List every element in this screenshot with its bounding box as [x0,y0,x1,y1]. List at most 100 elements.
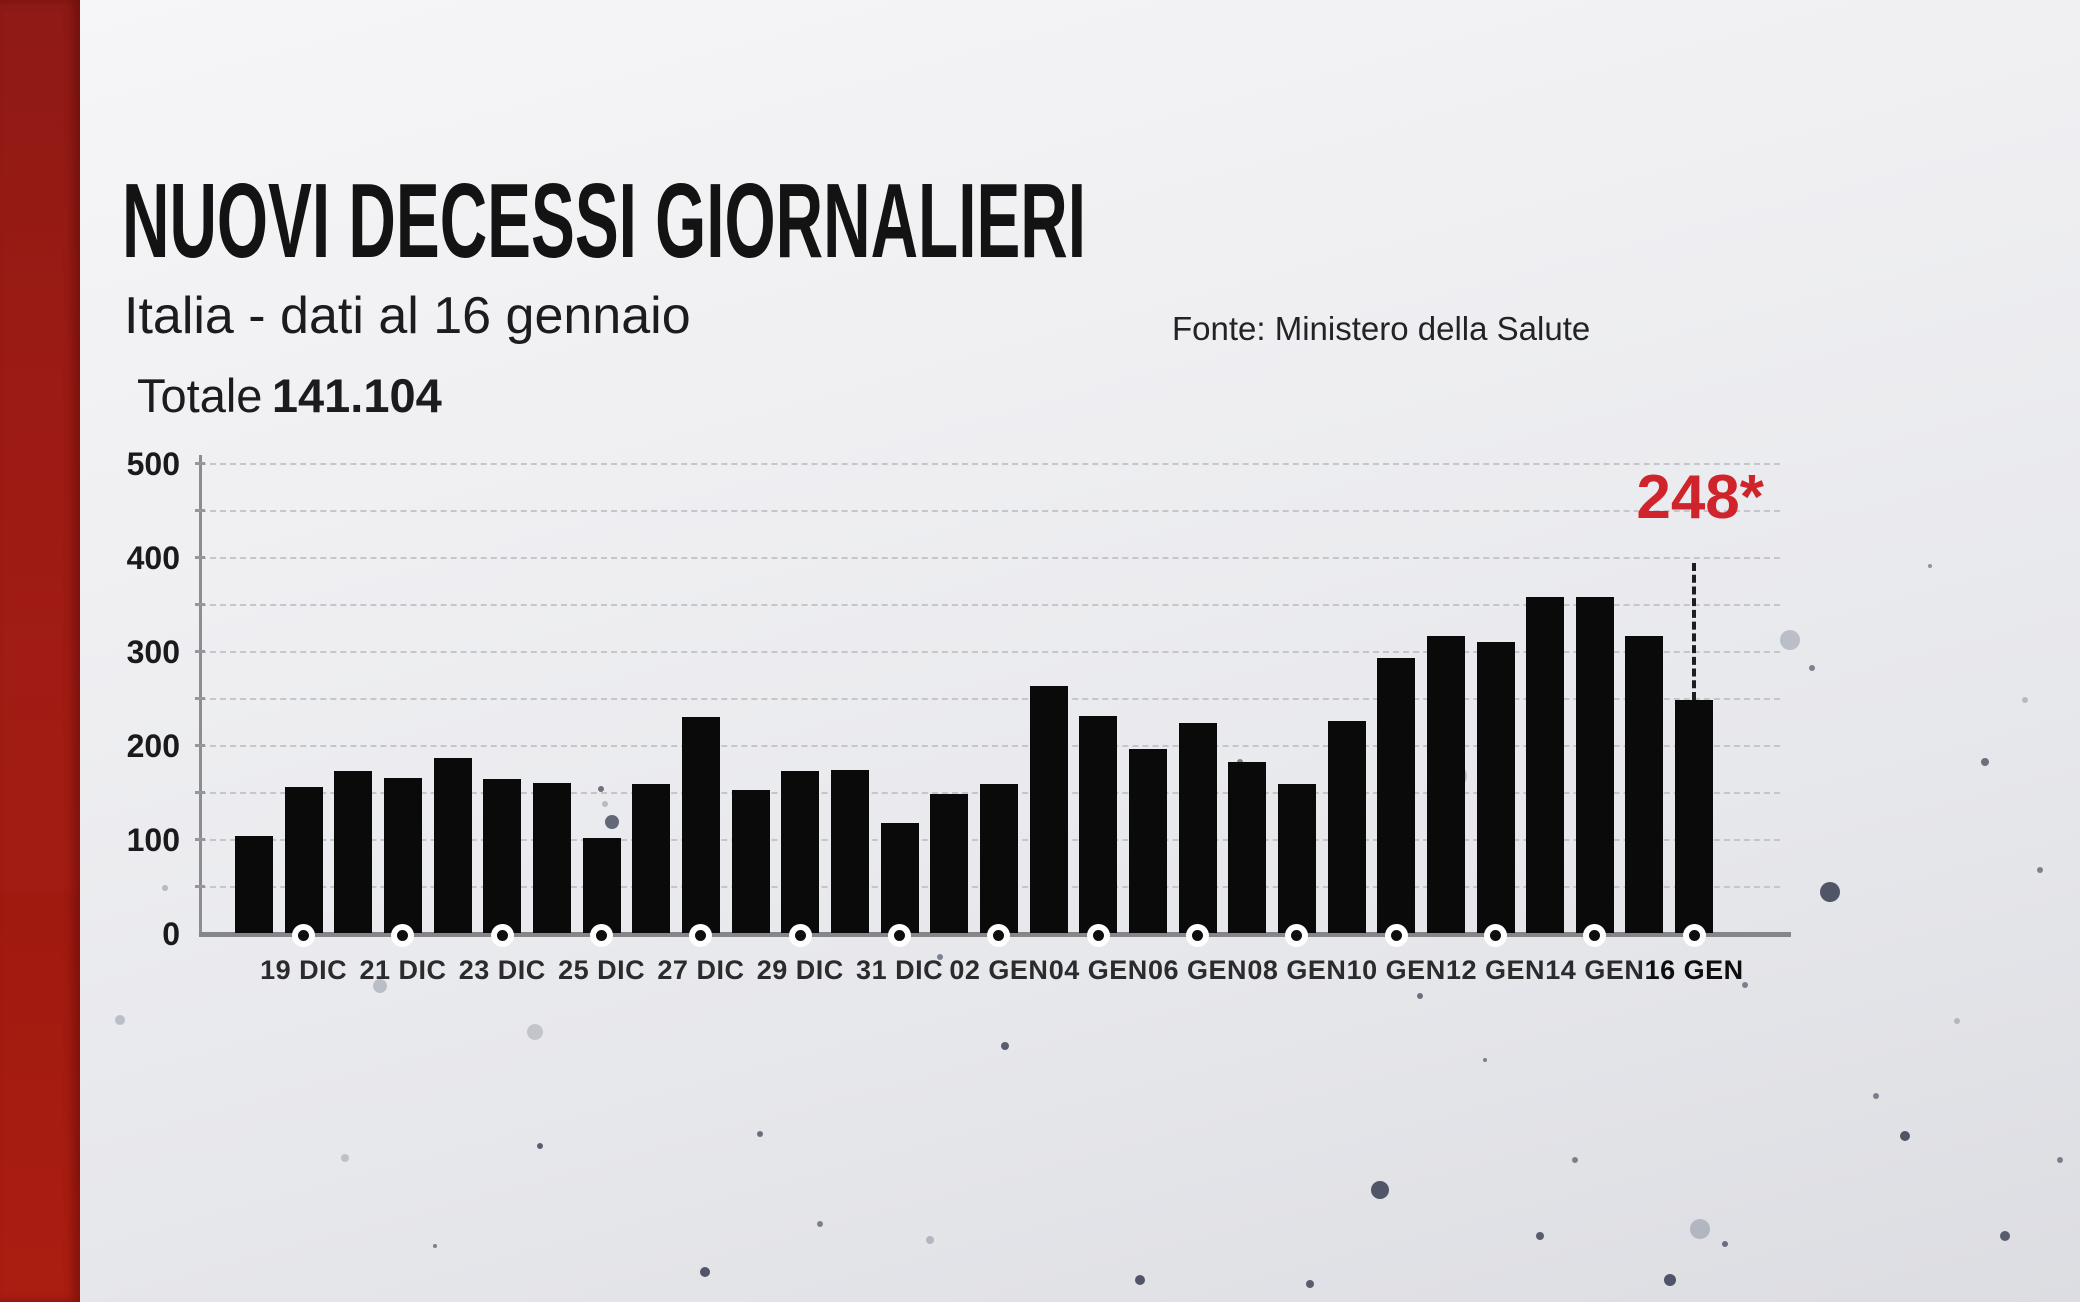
baseline-marker [888,924,912,947]
plot-area: 19 DIC 21 DIC 23 DIC 25 DIC 27 DIC 29 DIC 31 D… [195,455,1791,985]
bar-19-dic [284,787,323,933]
x-axis-label-12-gen: 12 GEN [1445,955,1546,985]
total-label: Totale [137,369,263,422]
x-axis-label-31-dic: 31 DIC [856,955,944,985]
speckle [937,954,943,960]
speckle [162,885,168,891]
x-axis-label-27-dic: 27 DIC [657,955,745,985]
speckle [1371,1181,1389,1199]
bar-25-dic [582,838,621,933]
gridline-500 [200,463,1780,465]
x-axis-label-23-dic: 23 DIC [458,955,546,985]
y-axis-label-400: 400 [126,540,180,576]
speckle [1954,1018,1960,1024]
chart-subtitle: Italia - dati al 16 gennaio [124,287,691,345]
y-tickmark [195,885,205,888]
bar-07-gen [1228,761,1267,933]
bar-28-dic [731,790,770,933]
annotation-connector [1692,563,1697,700]
x-axis-label-10-gen: 10 GEN [1346,955,1446,985]
speckle [1900,1131,1910,1141]
bar-11-gen [1426,635,1465,933]
speckle [598,786,604,792]
y-axis-line [199,455,202,933]
x-axis-label-08-gen: 08 GEN [1247,955,1347,985]
bar-31-dic [880,823,919,933]
baseline-marker [292,924,316,947]
bar-14-gen [1575,597,1614,933]
speckle [1417,993,1423,999]
speckle [1928,564,1932,568]
bar-03-gen [1029,685,1068,933]
bar-16-gen [1675,699,1714,933]
baseline-marker [1682,924,1706,947]
x-axis-label-21-dic: 21 DIC [359,955,447,985]
speckle [341,1154,349,1162]
y-tickmark [195,838,205,841]
bar-15-gen [1625,635,1664,933]
bar-05-gen [1128,748,1167,933]
bar-27-dic [681,716,720,933]
speckle [1483,1058,1487,1062]
x-axis-label-25-dic: 25 DIC [558,955,646,985]
speckle [1809,665,1815,671]
bar-13-gen [1526,597,1565,933]
speckle [817,1221,823,1227]
bar-22-dic [433,758,472,933]
speckle [2037,867,2043,873]
speckle [527,1024,543,1040]
speckle [1306,1280,1314,1288]
x-axis-label-06-gen: 06 GEN [1148,955,1248,985]
bar-23-dic [483,778,522,933]
speckle [2057,1157,2063,1163]
source-note: Fonte: Ministero della Salute [1172,310,1591,347]
gridline-200 [200,745,1780,747]
baseline-marker [1186,924,1210,947]
speckle [115,1015,125,1025]
speckle [602,801,608,807]
speckle [700,1267,710,1277]
gridline-450 [200,510,1780,512]
baseline-marker [788,924,812,947]
baseline-marker [1484,924,1507,947]
red-accent-strip [0,0,80,1302]
y-tickmark [195,603,205,606]
y-tickmark [195,791,205,794]
bar-24-dic [532,782,571,933]
bar-12-gen [1476,641,1515,933]
bar-08-gen [1277,783,1316,933]
bar-26-dic [632,784,671,933]
speckle [1536,1232,1544,1240]
speckle [1742,982,1748,988]
y-tickmark [195,650,205,653]
speckle [537,1143,543,1149]
baseline-marker [1086,924,1110,947]
x-axis-label-02-gen: 02 GEN [949,955,1049,985]
total-row: Totale 141.104 [137,368,442,423]
y-axis-labels: 500 400 300 200 100 0 [88,448,188,950]
speckle [926,1236,934,1244]
bar-18-dic [235,836,273,933]
speckle [1664,1274,1676,1286]
baseline-marker [987,924,1011,947]
gridline-300 [200,651,1780,653]
bar-06-gen [1178,723,1217,933]
gridline-400 [200,557,1780,559]
speckle [1690,1219,1710,1239]
speckle [1873,1093,1879,1099]
bar-04-gen [1079,715,1118,933]
x-axis-label-29-dic: 29 DIC [756,955,844,985]
speckle [373,979,387,993]
y-axis-label-300: 300 [126,634,180,670]
speckle [757,1131,763,1137]
bar-30-dic [830,770,869,933]
x-axis-label-16-gen: 16 GEN [1644,955,1744,985]
speckle [605,815,619,829]
bar-20-dic [334,771,373,933]
y-axis-label-100: 100 [126,822,180,858]
y-axis-label-200: 200 [126,728,180,764]
speckle [1135,1275,1145,1285]
x-axis-label-14-gen: 14 GEN [1545,955,1645,985]
speckle [1981,758,1989,766]
bar-01-gen [930,793,969,933]
